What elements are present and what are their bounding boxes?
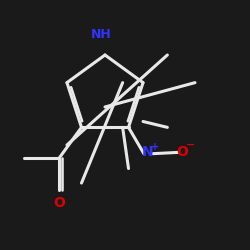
Text: O: O xyxy=(177,146,188,160)
Text: NH: NH xyxy=(91,28,112,41)
Text: +: + xyxy=(150,142,159,152)
Text: N: N xyxy=(142,146,154,160)
Text: −: − xyxy=(186,140,195,150)
Text: O: O xyxy=(54,196,66,210)
